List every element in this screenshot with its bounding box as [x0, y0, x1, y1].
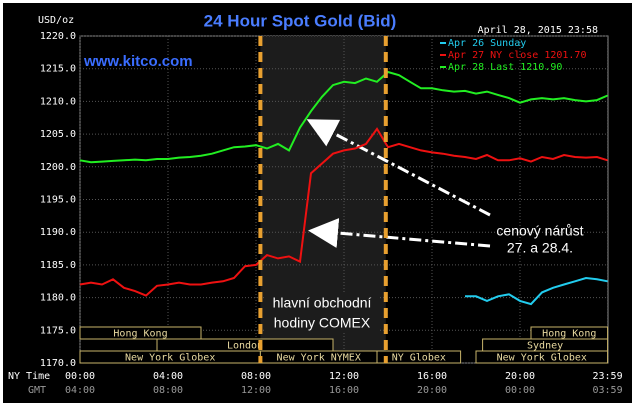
y-tick-label: 1170.0	[40, 358, 76, 369]
y-axis-label: USD/oz	[38, 15, 74, 26]
legend-label: Apr 27 NY close 1201.70	[448, 50, 586, 61]
session-bar	[376, 350, 462, 364]
session-label: New York Globex	[125, 353, 215, 364]
y-tick-label: 1200.0	[40, 162, 76, 173]
comex-label: hodiny COMEX	[274, 315, 371, 331]
y-tick-label: 1205.0	[40, 129, 76, 140]
chart-title: 24 Hour Spot Gold (Bid)	[204, 11, 397, 30]
comex-label: hlavní obchodní	[273, 295, 372, 311]
arrow	[306, 119, 491, 217]
x-tick-label: 08:00	[241, 371, 271, 382]
x-tick-label: 20:00	[505, 371, 535, 382]
y-tick-label: 1220.0	[40, 31, 76, 42]
series-line	[465, 276, 608, 306]
session-bar	[79, 326, 202, 340]
x-tick-label: 04:00	[153, 371, 183, 382]
legend-label: Apr 26 Sunday	[448, 38, 526, 49]
x-axis-label: NY Time	[8, 371, 50, 382]
session-label: New York Globex	[497, 353, 587, 364]
y-tick-label: 1190.0	[40, 227, 76, 238]
series-line	[79, 127, 608, 297]
x-tick-label: 00:00	[65, 371, 95, 382]
x2-tick-label: 03:59	[593, 385, 623, 396]
x2-axis-label: GMT	[28, 385, 46, 396]
x2-tick-label: 08:00	[153, 385, 183, 396]
y-tick-label: 1175.0	[40, 325, 76, 336]
session-label: Hong Kong	[542, 329, 596, 340]
comex-label-bg	[264, 293, 380, 333]
session-label: New York NYMEX	[277, 353, 361, 364]
session-label: Hong Kong	[113, 329, 167, 340]
x2-tick-label: 04:00	[65, 385, 95, 396]
y-tick-label: 1215.0	[40, 64, 76, 75]
session-label: Sydney	[527, 341, 563, 352]
series-line	[79, 70, 608, 164]
x-tick-label: 12:00	[329, 371, 359, 382]
annotation: 27. a 28.4.	[507, 240, 573, 256]
y-tick-label: 1195.0	[40, 195, 76, 206]
x-tick-label: 23:59	[593, 371, 623, 382]
session-bar	[475, 350, 609, 364]
x2-tick-label: 12:00	[241, 385, 271, 396]
arrow	[308, 218, 491, 248]
x2-tick-label: 00:00	[505, 385, 535, 396]
x2-tick-label: 20:00	[417, 385, 447, 396]
legend-label: Apr 28 Last 1210.90	[448, 62, 562, 73]
date-label: April 28, 2015 23:58	[478, 25, 598, 36]
x2-tick-label: 16:00	[329, 385, 359, 396]
site-label: www.kitco.com	[83, 53, 193, 70]
session-bar	[530, 326, 609, 340]
session-label: NY Globex	[392, 353, 446, 364]
annotation: cenový nárůst	[496, 223, 583, 239]
y-tick-label: 1210.0	[40, 96, 76, 107]
y-tick-label: 1185.0	[40, 260, 76, 271]
session-label: London	[227, 341, 263, 352]
x-tick-label: 16:00	[417, 371, 447, 382]
y-tick-label: 1180.0	[40, 293, 76, 304]
